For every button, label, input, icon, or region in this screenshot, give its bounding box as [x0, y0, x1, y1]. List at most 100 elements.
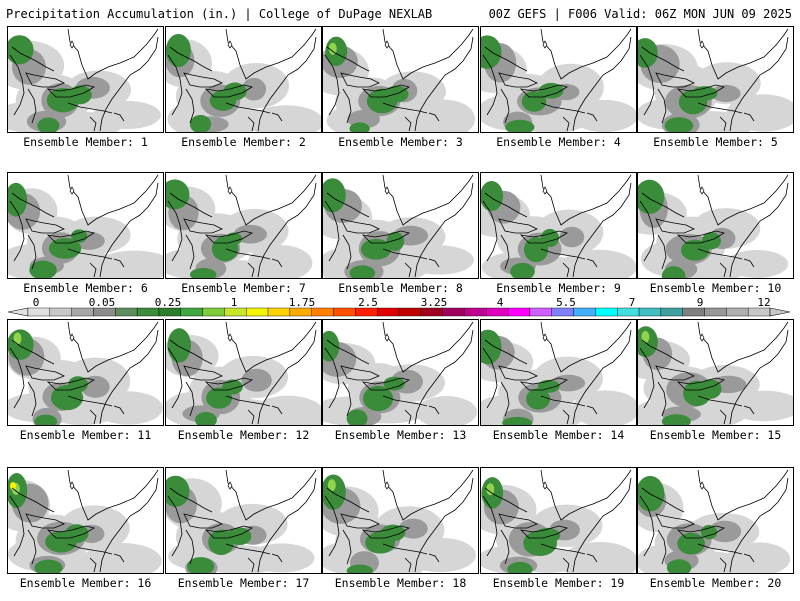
member-label: Ensemble Member: 4	[496, 135, 621, 149]
scale-swatch	[507, 307, 531, 317]
precip-field	[166, 174, 317, 278]
scale-swatch	[747, 307, 771, 317]
ensemble-panel: Ensemble Member: 8	[322, 172, 479, 306]
precip-map	[165, 319, 322, 426]
member-label: Ensemble Member: 2	[181, 135, 306, 149]
precip-map	[637, 172, 794, 279]
precip-map	[7, 319, 164, 426]
precip-map	[165, 467, 322, 574]
scale-swatch	[224, 307, 247, 317]
precip-map	[322, 26, 479, 133]
ensemble-panel: Ensemble Member: 18	[322, 467, 479, 601]
precip-field	[8, 469, 162, 573]
ensemble-panel: Ensemble Member: 11	[7, 319, 164, 453]
precip-map	[7, 26, 164, 133]
member-label: Ensemble Member: 11	[19, 428, 152, 442]
scale-tick-label: 4	[497, 296, 504, 309]
scale-tick-label: 1.75	[289, 296, 316, 309]
scale-swatch	[595, 307, 618, 317]
ensemble-panel: Ensemble Member: 15	[637, 319, 794, 453]
ensemble-panel: Ensemble Member: 2	[165, 26, 322, 160]
scale-tick-label: 1	[231, 296, 238, 309]
member-label: Ensemble Member: 18	[334, 576, 467, 590]
precip-map	[480, 26, 637, 133]
member-label: Ensemble Member: 3	[338, 135, 463, 149]
run-info: 00Z GEFS | F006 Valid: 06Z MON JUN 09 20…	[488, 7, 792, 21]
member-label: Ensemble Member: 14	[492, 428, 625, 442]
color-scale: 0 0.05 0.25 1 1.75 2.5 3.25 4 5.5 7 9 12	[7, 296, 791, 317]
ensemble-panel: Ensemble Member: 14	[480, 319, 637, 453]
color-scale-bar: 0 0.05 0.25 1 1.75 2.5 3.25 4 5.5 7 9 12	[0, 296, 800, 318]
precip-map	[637, 467, 794, 574]
scale-swatch	[267, 307, 291, 317]
scale-swatch	[180, 307, 203, 317]
precip-map	[637, 319, 794, 426]
precip-field	[166, 321, 321, 425]
precip-field	[166, 28, 321, 132]
member-label: Ensemble Member: 6	[23, 281, 148, 295]
precip-map	[165, 172, 322, 279]
precip-field	[481, 174, 636, 278]
precip-field	[638, 469, 791, 573]
ensemble-panel: Ensemble Member: 19	[480, 467, 637, 601]
scale-swatch	[202, 307, 225, 317]
scale-swatch	[529, 307, 552, 317]
scale-swatch	[660, 307, 683, 317]
member-label: Ensemble Member: 17	[177, 576, 310, 590]
precip-map	[637, 26, 794, 133]
member-label: Ensemble Member: 16	[19, 576, 152, 590]
scale-tick-label: 0.05	[89, 296, 116, 309]
scale-tick-label: 0.25	[155, 296, 182, 309]
precip-map	[480, 467, 637, 574]
ensemble-panel: Ensemble Member: 20	[637, 467, 794, 601]
scale-tick-label: 7	[629, 296, 636, 309]
ensemble-panel: Ensemble Member: 17	[165, 467, 322, 601]
scale-swatch	[464, 307, 487, 317]
precip-field	[8, 321, 163, 425]
precip-map	[7, 467, 164, 574]
precip-field	[481, 469, 636, 573]
member-label: Ensemble Member: 10	[649, 281, 782, 295]
scale-swatch	[115, 307, 138, 317]
precip-field	[638, 174, 789, 278]
scale-tick-label: 0	[33, 296, 40, 309]
scale-swatch	[551, 307, 574, 317]
scale-swatch	[573, 307, 596, 317]
scale-swatch	[333, 307, 356, 317]
ensemble-panel: Ensemble Member: 4	[480, 26, 637, 160]
scale-swatch	[246, 307, 269, 317]
scale-swatch	[726, 307, 749, 317]
member-label: Ensemble Member: 12	[177, 428, 310, 442]
map-title: Precipitation Accumulation (in.) | Colle…	[6, 7, 433, 21]
member-label: Ensemble Member: 1	[23, 135, 148, 149]
ensemble-panel: Ensemble Member: 12	[165, 319, 322, 453]
scale-tick-label: 12	[757, 296, 770, 309]
ensemble-panel: Ensemble Member: 13	[322, 319, 479, 453]
ensemble-panel: Ensemble Member: 5	[637, 26, 794, 160]
scale-swatch	[420, 307, 443, 317]
member-label: Ensemble Member: 20	[649, 576, 782, 590]
scale-swatch	[27, 307, 51, 317]
scale-swatch	[158, 307, 181, 317]
scale-swatch	[289, 307, 312, 317]
precip-field	[323, 28, 476, 132]
scale-swatch	[638, 307, 662, 317]
scale-swatch	[136, 307, 160, 317]
scale-swatch	[71, 307, 94, 317]
scale-tick-label: 2.5	[358, 296, 378, 309]
scale-swatch	[49, 307, 72, 317]
scale-swatch	[93, 307, 116, 317]
precip-field	[481, 28, 636, 132]
ensemble-panel: Ensemble Member: 6	[7, 172, 164, 306]
member-label: Ensemble Member: 19	[492, 576, 625, 590]
member-label: Ensemble Member: 8	[338, 281, 463, 295]
scale-swatch	[617, 307, 640, 317]
precip-field	[481, 321, 636, 425]
scale-swatch	[376, 307, 400, 317]
precip-field	[8, 28, 161, 132]
precip-field	[638, 28, 793, 132]
precip-field	[323, 174, 475, 278]
scale-swatch	[311, 307, 334, 317]
scale-max-arrow	[769, 307, 791, 317]
member-label: Ensemble Member: 9	[496, 281, 621, 295]
